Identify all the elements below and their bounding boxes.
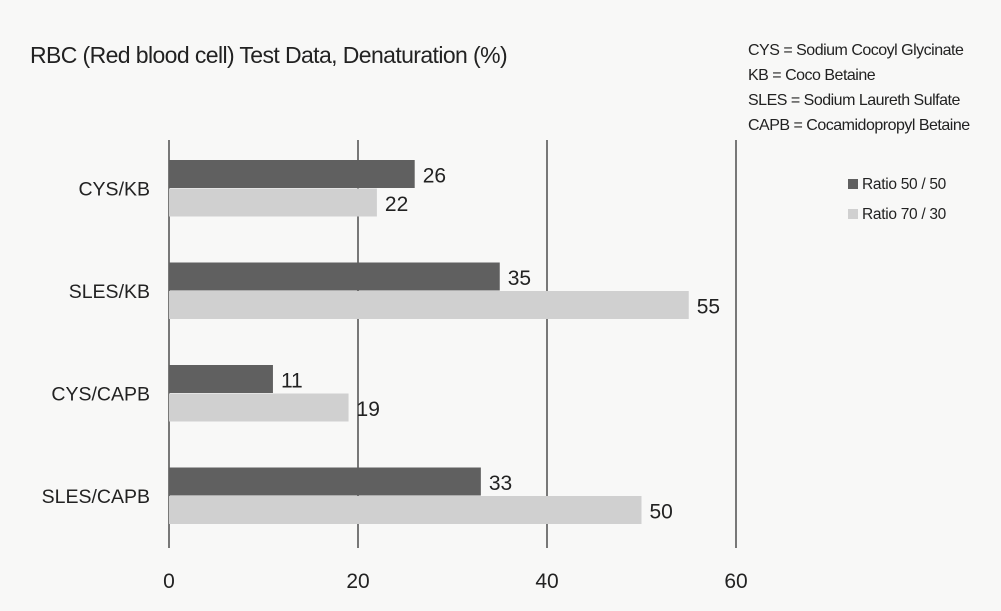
note: CYS = Sodium Cocoyl Glycinate xyxy=(748,42,964,59)
bar xyxy=(169,291,689,319)
data-label: 19 xyxy=(357,398,380,421)
note: CAPB = Cocamidopropyl Betaine xyxy=(748,117,970,134)
legend-item: Ratio 70 / 30 xyxy=(848,200,946,230)
legend-label: Ratio 50 / 50 xyxy=(862,176,946,193)
x-tick-label: 0 xyxy=(163,570,175,593)
data-label: 55 xyxy=(697,295,720,318)
data-label: 26 xyxy=(423,164,446,187)
legend-swatch xyxy=(848,209,858,219)
bar xyxy=(169,365,273,393)
note: KB = Coco Betaine xyxy=(748,67,876,84)
data-label: 22 xyxy=(385,193,408,216)
data-label: 33 xyxy=(489,472,512,495)
x-tick-label: 40 xyxy=(535,570,558,593)
bar xyxy=(169,160,415,188)
chart-title: RBC (Red blood cell) Test Data, Denatura… xyxy=(30,42,508,68)
x-tick-label: 20 xyxy=(346,570,369,593)
bar xyxy=(169,188,377,217)
bar xyxy=(169,496,642,524)
bar xyxy=(169,467,481,496)
data-label: 35 xyxy=(508,267,531,290)
x-tick-label: 60 xyxy=(724,570,747,593)
y-tick-label: SLES/CAPB xyxy=(42,486,150,508)
legend-label: Ratio 70 / 30 xyxy=(862,206,946,223)
y-tick-label: CYS/CAPB xyxy=(51,384,150,406)
y-tick-label: SLES/KB xyxy=(69,281,150,303)
bar xyxy=(169,262,500,291)
abbreviation-notes: CYS = Sodium Cocoyl Glycinate KB = Coco … xyxy=(748,38,970,138)
bar xyxy=(169,393,349,422)
data-label: 11 xyxy=(281,369,303,392)
legend: Ratio 50 / 50 Ratio 70 / 30 xyxy=(848,170,946,230)
legend-swatch xyxy=(848,179,858,189)
data-label: 50 xyxy=(650,500,673,523)
y-tick-label: CYS/KB xyxy=(78,179,150,201)
note: SLES = Sodium Laureth Sulfate xyxy=(748,92,960,109)
legend-item: Ratio 50 / 50 xyxy=(848,170,946,200)
